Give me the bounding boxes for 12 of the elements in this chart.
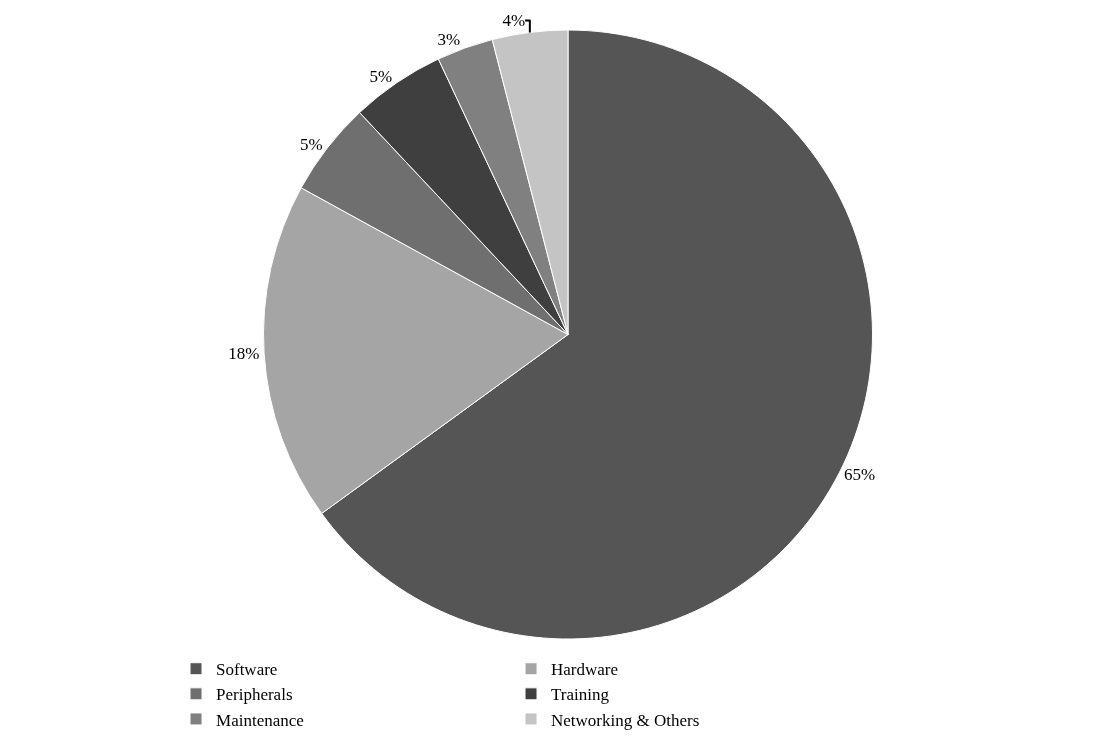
legend-label: Networking & Others: [551, 710, 700, 730]
data-label: 65%: [844, 465, 876, 485]
data-label: 3%: [437, 30, 461, 50]
data-label: 5%: [369, 66, 393, 86]
legend-label: Peripherals: [216, 685, 293, 705]
data-label: 18%: [228, 344, 260, 364]
data-label: 4%: [502, 11, 526, 31]
legend-label: Hardware: [551, 660, 619, 680]
data-label: 5%: [299, 134, 323, 154]
legend-label: Software: [216, 660, 278, 680]
legend-label: Training: [551, 685, 610, 705]
legend-label: Maintenance: [216, 710, 304, 730]
